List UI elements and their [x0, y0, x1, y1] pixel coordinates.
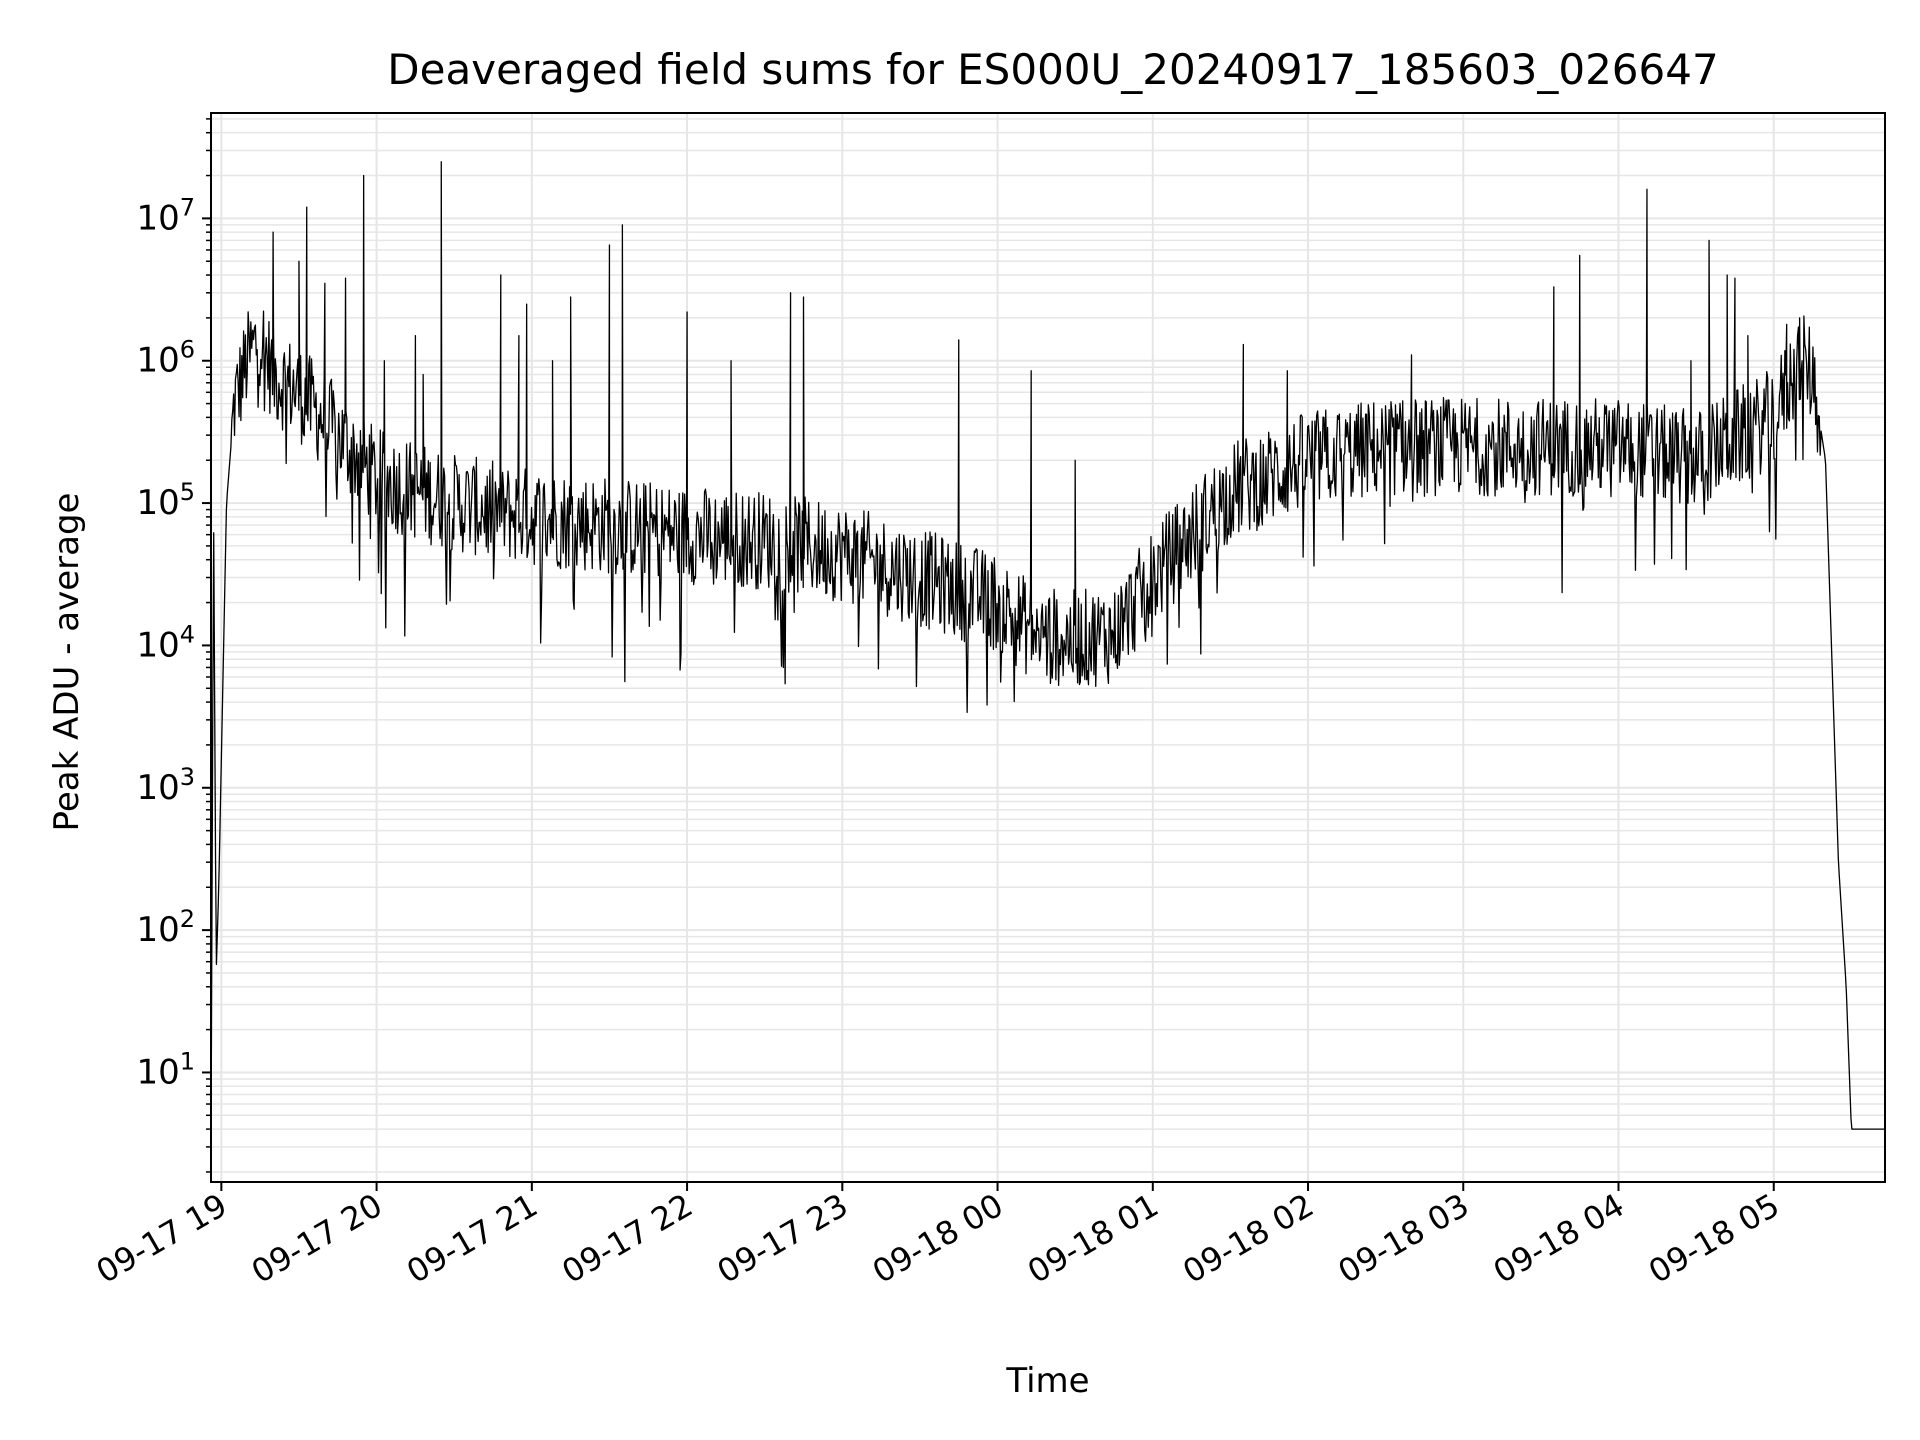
y-tick-label: 101 [136, 1047, 195, 1092]
y-tick-label: 107 [136, 193, 195, 238]
y-tick-label: 104 [136, 620, 195, 665]
y-tick-label: 105 [136, 478, 195, 523]
y-tick-label: 106 [136, 336, 195, 381]
data-series [210, 161, 1885, 1147]
y-tick-label: 102 [136, 905, 195, 950]
chart-title: Deaveraged field sums for ES000U_2024091… [387, 45, 1718, 94]
x-axis-label: Time [1005, 1361, 1089, 1401]
plot-area-frame [210, 112, 1886, 1183]
major-gridlines [211, 113, 1885, 1182]
y-axis-ticks: 101 102 103 104 105 106 107 [136, 118, 211, 1173]
minor-gridlines [211, 118, 1885, 1173]
series-line [210, 161, 1885, 1147]
y-tick-label: 103 [136, 763, 195, 808]
y-axis-label: Peak ADU - average [47, 493, 87, 832]
